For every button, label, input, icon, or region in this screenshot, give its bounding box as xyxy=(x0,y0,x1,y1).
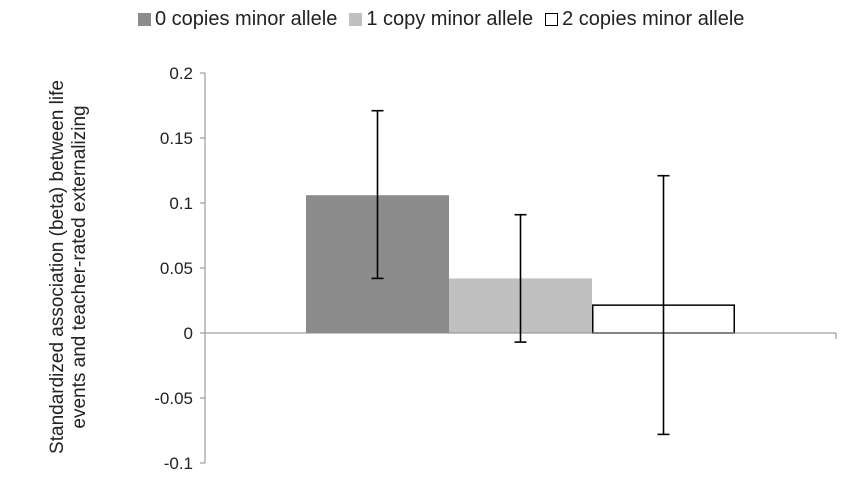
y-tick-label: 0.15 xyxy=(160,129,193,148)
y-tick-label: -0.1 xyxy=(164,454,193,473)
y-tick-label: -0.05 xyxy=(154,389,193,408)
y-tick-label: 0.05 xyxy=(160,259,193,278)
legend-swatch-1-copy xyxy=(349,13,363,26)
chart-legend: 0 copies minor allele 1 copy minor allel… xyxy=(138,8,744,31)
y-tick-label: 0 xyxy=(184,324,193,343)
legend-swatch-0-copies xyxy=(138,13,151,26)
legend-label-2-copies: 2 copies minor allele xyxy=(562,8,745,30)
legend-item-0-copies: 0 copies minor allele xyxy=(138,8,337,31)
y-tick-label: 0.2 xyxy=(169,64,193,83)
y-tick-label: 0.1 xyxy=(169,194,193,213)
legend-swatch-2-copies xyxy=(545,13,559,26)
legend-item-2-copies: 2 copies minor allele xyxy=(545,8,744,31)
legend-label-1-copy: 1 copy minor allele xyxy=(366,8,534,30)
legend-item-1-copy: 1 copy minor allele xyxy=(349,8,533,31)
legend-label-0-copies: 0 copies minor allele xyxy=(155,8,338,30)
